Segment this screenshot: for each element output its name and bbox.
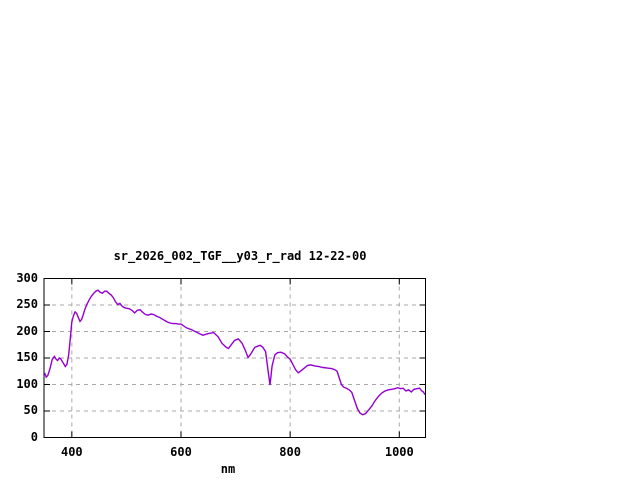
x-tick-label: 400 xyxy=(60,445,83,459)
y-tick-label: 250 xyxy=(16,297,38,311)
axis-ticks xyxy=(44,278,426,438)
x-tick-label: 600 xyxy=(170,445,192,459)
x-tick-label: 800 xyxy=(279,445,301,459)
x-axis-label: nm xyxy=(220,462,236,476)
x-tick-label: 1000 xyxy=(384,445,414,459)
y-tick-label: 100 xyxy=(16,376,38,391)
y-tick-label: 150 xyxy=(16,350,38,364)
y-tick-label: 0 xyxy=(30,429,38,444)
plot-frame xyxy=(43,278,426,438)
y-tick-label: 200 xyxy=(16,323,38,338)
grid-lines xyxy=(44,278,426,438)
y-tick-label: 50 xyxy=(23,403,38,417)
chart-title: sr_2026_002_TGF__y03_r_rad 12-22-00 xyxy=(113,249,367,263)
y-tick-label: 300 xyxy=(16,270,38,285)
spectral-curve xyxy=(43,289,426,416)
